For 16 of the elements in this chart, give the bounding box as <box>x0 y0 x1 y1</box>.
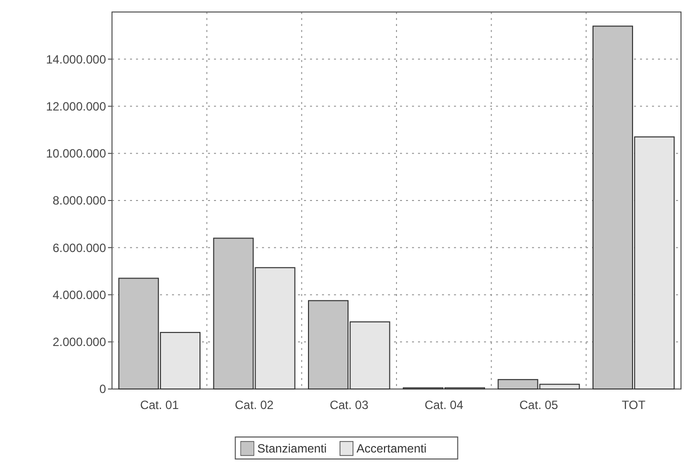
y-tick-label: 2.000.000 <box>52 335 106 350</box>
y-tick-label: 6.000.000 <box>52 240 106 255</box>
y-tick-label: 10.000.000 <box>46 146 106 161</box>
y-tick-label: 12.000.000 <box>46 99 106 114</box>
y-tick-label: 0 <box>99 382 106 396</box>
x-tick-label: Cat. 04 <box>424 398 464 412</box>
x-tick-label: Cat. 02 <box>234 398 274 412</box>
legend-label: Accertamenti <box>356 442 427 456</box>
y-tick-label: 8.000.000 <box>52 194 106 208</box>
x-tick-label: TOT <box>622 398 646 412</box>
y-tick-label: 4.000.000 <box>52 288 106 302</box>
y-tick-label: 14.000.000 <box>46 52 106 66</box>
x-tick-label: Cat. 05 <box>519 398 558 412</box>
x-tick-label: Cat. 03 <box>330 398 369 412</box>
x-tick-label: Cat. 01 <box>140 398 180 412</box>
legend-label: Stanziamenti <box>257 442 327 456</box>
